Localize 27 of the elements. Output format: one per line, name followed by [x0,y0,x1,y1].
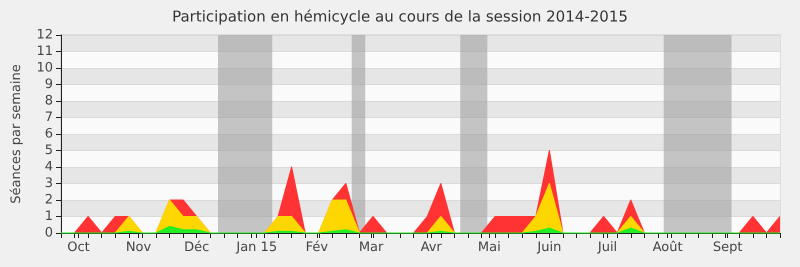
x-tick-label: Sept [712,240,742,255]
x-tick-label: Août [652,240,683,255]
x-tick-label: Jan 15 [235,240,278,255]
x-tick-label: Nov [126,240,152,255]
y-tick-label: 11 [36,44,53,59]
chart-title: Participation en hémicycle au cours de la session 2014-2015 [172,8,628,26]
y-axis-title: Séances par semaine [9,64,24,204]
x-tick-label: Avr [420,240,442,255]
y-tick-label: 9 [44,77,53,92]
y-tick-label: 3 [44,176,53,191]
y-tick-label: 2 [44,192,53,208]
y-tick-label: 1 [44,209,53,224]
y-tick-label: 5 [44,143,53,158]
y-tick-label: 12 [36,28,53,42]
y-tick-label: 4 [44,160,53,174]
x-tick-label: Fév [306,240,328,255]
x-tick-label: Déc [184,240,210,255]
x-tick-label: Oct [67,240,90,255]
y-tick-label: 10 [36,60,53,76]
x-tick-label: Juin [536,240,562,255]
y-tick-label: 0 [44,226,53,240]
x-tick-label: Mai [478,240,501,255]
y-tick-label: 7 [44,110,53,125]
x-tick-label: Mar [358,240,384,255]
x-tick-label: Juil [596,240,618,255]
y-tick-label: 8 [44,94,53,108]
y-tick-label: 6 [44,126,53,142]
